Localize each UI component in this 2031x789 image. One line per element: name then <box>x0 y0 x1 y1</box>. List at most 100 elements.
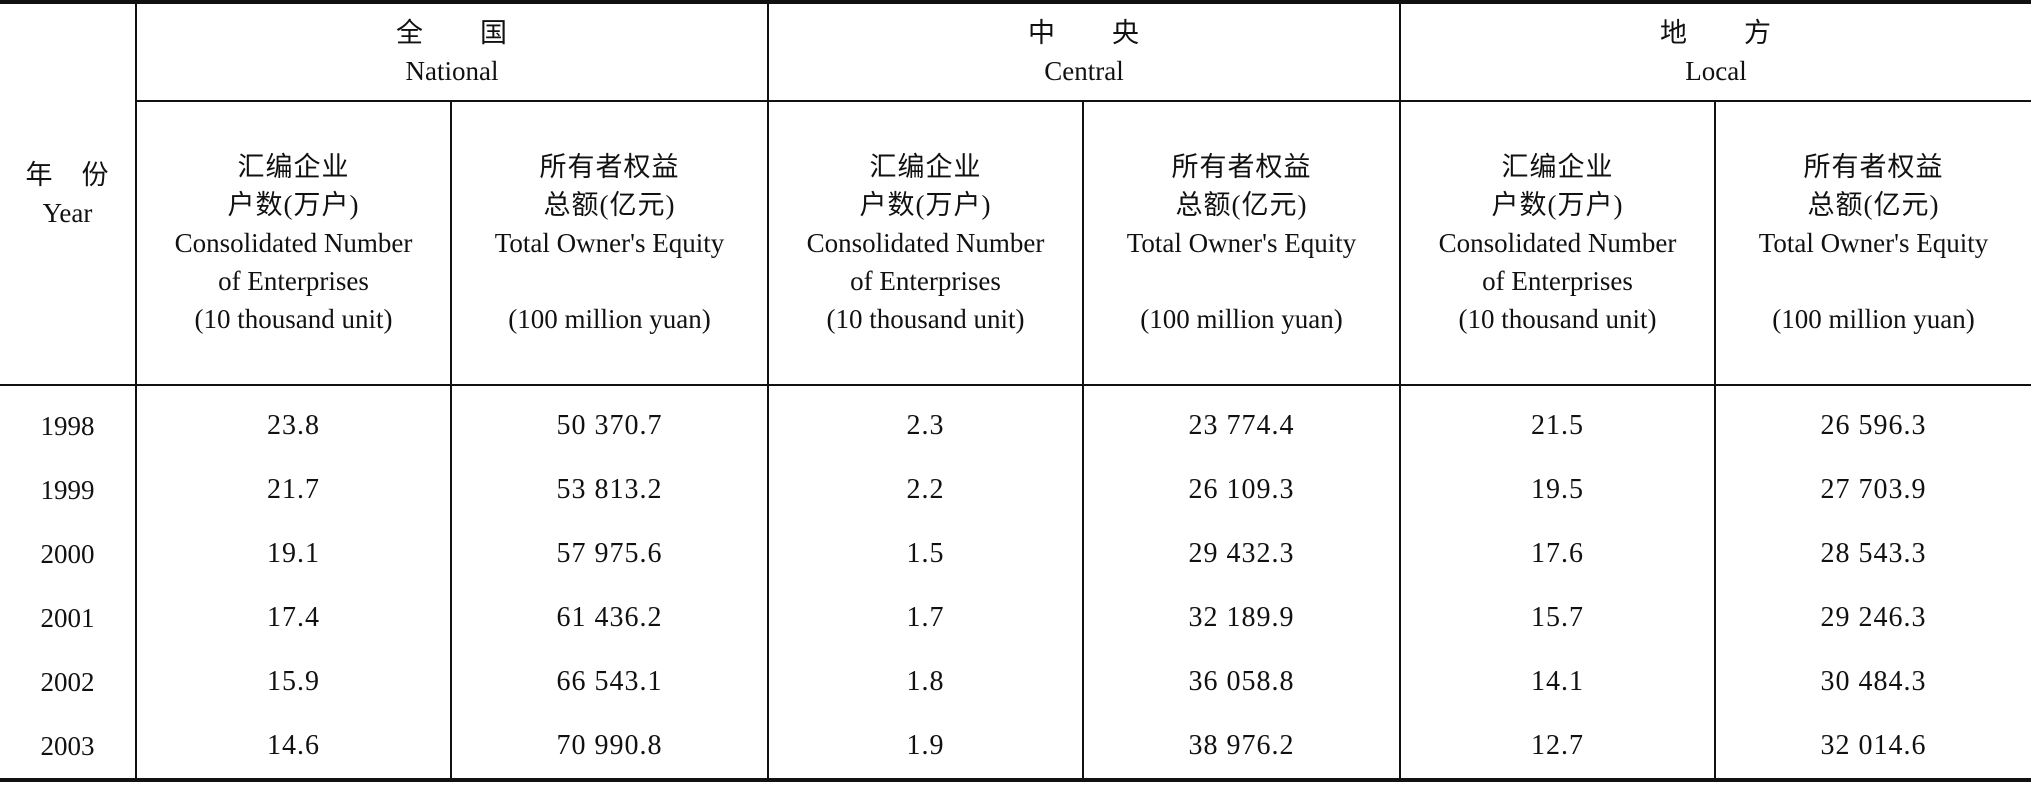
column-en: Total Owner's Equity <box>1126 228 1357 258</box>
data-row: 2002 15.9 66 543.1 1.8 36 058.8 14.1 30 484.3 <box>0 650 2031 714</box>
value-cell: 19.5 <box>1399 458 1715 522</box>
year-header-en: Year <box>42 198 93 228</box>
column-header: 所有者权益总额(亿元) Total Owner's Equity (100 mill… <box>450 101 768 386</box>
spacer <box>1716 262 2031 300</box>
spacer <box>1084 262 1399 300</box>
value-cell: 1.5 <box>767 522 1083 586</box>
value-cell: 1.9 <box>767 714 1083 780</box>
value-cell: 23.8 <box>135 385 451 458</box>
value-cell: 19.1 <box>135 522 451 586</box>
header-row: 年 份 Year 全 国 National 中 央 Central 地 方 Local <box>0 2 2031 386</box>
column-header: 汇编企业户数(万户) Consolidated Number of Enterpri… <box>767 101 1083 386</box>
column-en: of Enterprises <box>218 266 369 296</box>
group-en: National <box>405 56 499 86</box>
data-row: 2001 17.4 61 436.2 1.7 32 189.9 15.7 29 246.3 <box>0 586 2031 650</box>
value-cell: 32 189.9 <box>1082 586 1400 650</box>
value-cell: 29 432.3 <box>1082 522 1400 586</box>
group-en: Local <box>1685 56 1747 86</box>
column-header: 所有者权益总额(亿元) Total Owner's Equity (100 mill… <box>1082 101 1400 386</box>
value-cell: 38 976.2 <box>1082 714 1400 780</box>
value-cell: 1.8 <box>767 650 1083 714</box>
value-cell: 30 484.3 <box>1714 650 2031 714</box>
column-en: (10 thousand unit) <box>1458 304 1657 334</box>
column-zh: 户数(万户) <box>859 190 992 220</box>
column-zh: 汇编企业 <box>1501 152 1614 182</box>
column-en: (100 million yuan) <box>1772 304 1975 334</box>
group-header: 中 央 Central <box>767 2 1400 102</box>
value-cell: 70 990.8 <box>450 714 768 780</box>
column-zh: 所有者权益 <box>1171 152 1312 182</box>
value-cell: 61 436.2 <box>450 586 768 650</box>
value-cell: 53 813.2 <box>450 458 768 522</box>
value-cell: 2.2 <box>767 458 1083 522</box>
group-zh: 中 央 <box>1028 18 1140 48</box>
value-cell: 12.7 <box>1399 714 1715 780</box>
group-zh: 全 国 <box>396 18 508 48</box>
group-zh: 地 方 <box>1660 18 1772 48</box>
column-en: of Enterprises <box>1482 266 1633 296</box>
column-en: Consolidated Number <box>1438 228 1677 258</box>
year-cell: 2003 <box>40 731 95 761</box>
column-en: (100 million yuan) <box>508 304 711 334</box>
column-en: Consolidated Number <box>174 228 413 258</box>
column-en: (10 thousand unit) <box>194 304 393 334</box>
group-header: 地 方 Local <box>1399 2 2031 102</box>
column-zh: 户数(万户) <box>227 190 360 220</box>
column-en: (10 thousand unit) <box>826 304 1025 334</box>
value-cell: 17.6 <box>1399 522 1715 586</box>
column-en: (100 million yuan) <box>1140 304 1343 334</box>
year-cell: 1999 <box>40 475 95 505</box>
column-zh: 总额(亿元) <box>543 190 676 220</box>
spacer <box>452 262 767 300</box>
value-cell: 26 109.3 <box>1082 458 1400 522</box>
group-header: 全 国 National <box>135 2 768 102</box>
column-zh: 总额(亿元) <box>1175 190 1308 220</box>
column-zh: 汇编企业 <box>869 152 982 182</box>
column-zh: 所有者权益 <box>1803 152 1944 182</box>
column-en: Total Owner's Equity <box>494 228 725 258</box>
value-cell: 50 370.7 <box>450 385 768 458</box>
value-cell: 29 246.3 <box>1714 586 2031 650</box>
year-cell: 2001 <box>40 603 95 633</box>
data-row: 2000 19.1 57 975.6 1.5 29 432.3 17.6 28 543.3 <box>0 522 2031 586</box>
value-cell: 14.1 <box>1399 650 1715 714</box>
value-cell: 57 975.6 <box>450 522 768 586</box>
year-cell: 2000 <box>40 539 95 569</box>
value-cell: 21.7 <box>135 458 451 522</box>
value-cell: 66 543.1 <box>450 650 768 714</box>
column-zh: 汇编企业 <box>237 152 350 182</box>
value-cell: 17.4 <box>135 586 451 650</box>
column-en: Consolidated Number <box>806 228 1045 258</box>
value-cell: 21.5 <box>1399 385 1715 458</box>
column-en: Total Owner's Equity <box>1758 228 1989 258</box>
column-en: of Enterprises <box>850 266 1001 296</box>
column-header: 汇编企业户数(万户) Consolidated Number of Enterpri… <box>135 101 451 386</box>
year-header-zh: 年 份 <box>25 160 110 190</box>
value-cell: 36 058.8 <box>1082 650 1400 714</box>
year-cell: 1998 <box>40 411 95 441</box>
column-header: 所有者权益总额(亿元) Total Owner's Equity (100 mill… <box>1714 101 2031 386</box>
value-cell: 2.3 <box>767 385 1083 458</box>
data-row: 2003 14.6 70 990.8 1.9 38 976.2 12.7 32 014.6 <box>0 714 2031 780</box>
subheader-row: 汇编企业户数(万户) Consolidated Number of Enterpri… <box>0 101 2031 386</box>
value-cell: 23 774.4 <box>1082 385 1400 458</box>
value-cell: 15.7 <box>1399 586 1715 650</box>
column-zh: 户数(万户) <box>1491 190 1624 220</box>
data-row: 1998 23.8 50 370.7 2.3 23 774.4 21.5 26 596.3 <box>0 385 2031 458</box>
value-cell: 1.7 <box>767 586 1083 650</box>
value-cell: 26 596.3 <box>1714 385 2031 458</box>
column-header: 汇编企业户数(万户) Consolidated Number of Enterpri… <box>1399 101 1715 386</box>
value-cell: 14.6 <box>135 714 451 780</box>
value-cell: 27 703.9 <box>1714 458 2031 522</box>
group-en: Central <box>1044 56 1124 86</box>
column-zh: 所有者权益 <box>539 152 680 182</box>
value-cell: 28 543.3 <box>1714 522 2031 586</box>
data-row: 1999 21.7 53 813.2 2.2 26 109.3 19.5 27 703.9 <box>0 458 2031 522</box>
column-zh: 总额(亿元) <box>1807 190 1940 220</box>
value-cell: 32 014.6 <box>1714 714 2031 780</box>
value-cell: 15.9 <box>135 650 451 714</box>
year-cell: 2002 <box>40 667 95 697</box>
year-header: 年 份 Year <box>0 2 136 386</box>
